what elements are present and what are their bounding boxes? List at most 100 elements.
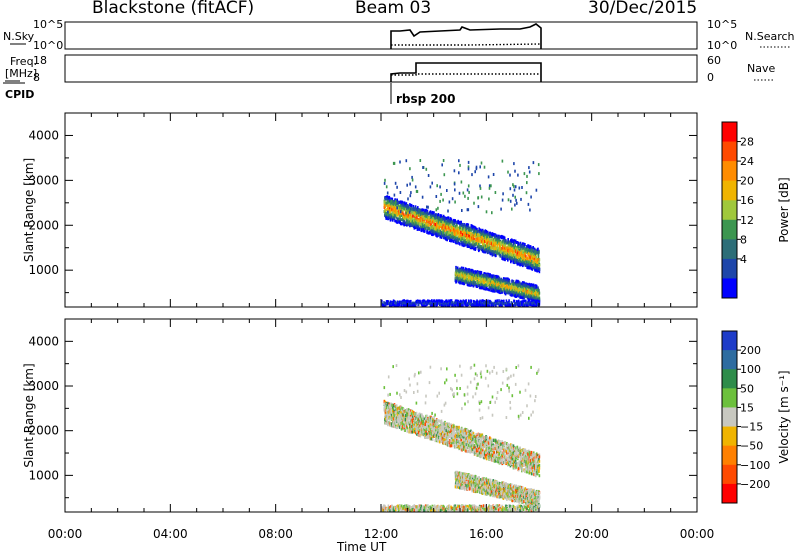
echo-cell xyxy=(505,241,507,245)
echo-cell xyxy=(409,194,412,198)
echo-cell xyxy=(492,280,494,284)
freq-tick-top: 18 xyxy=(33,54,47,67)
echo-cell xyxy=(476,278,478,282)
echo-cell xyxy=(399,220,401,224)
echo-cell xyxy=(461,273,463,277)
echo-cell xyxy=(512,244,514,248)
nave-label: Nave xyxy=(747,62,775,75)
echo-cell xyxy=(430,302,433,306)
echo-cell xyxy=(411,420,414,424)
echo-cell xyxy=(394,419,397,423)
echo-cell xyxy=(423,220,426,223)
echo-cell xyxy=(471,269,473,273)
echo-cell xyxy=(537,300,540,303)
echo-cell xyxy=(405,211,407,215)
echo-cell xyxy=(503,254,505,258)
echo-cell xyxy=(395,206,397,210)
echo-cell xyxy=(530,249,532,253)
echo-cell xyxy=(488,186,491,190)
date-title: 30/Dec/2015 xyxy=(588,0,698,18)
echo-cell xyxy=(456,226,459,230)
echo-cell xyxy=(439,235,442,239)
echo-cell xyxy=(406,215,409,219)
echo-cell xyxy=(466,188,469,192)
echo-cell xyxy=(450,219,453,222)
echo-cell xyxy=(409,216,411,220)
echo-cell xyxy=(413,208,415,212)
echo-cell xyxy=(412,415,414,419)
echo-cell xyxy=(395,199,397,203)
echo-cell xyxy=(390,408,392,411)
echo-cell xyxy=(494,191,497,194)
echo-cell xyxy=(406,409,409,413)
echo-cell xyxy=(418,227,421,231)
echo-cell xyxy=(510,249,513,253)
echo-cell xyxy=(446,231,448,235)
echo-cell xyxy=(418,213,420,217)
echo-cell xyxy=(431,211,434,214)
echo-cell xyxy=(391,408,393,412)
echo-cell xyxy=(421,223,424,227)
echo-cell xyxy=(429,185,432,189)
echo-cell xyxy=(506,288,509,292)
echo-cell xyxy=(529,285,531,289)
echo-cell xyxy=(464,273,466,277)
echo-cell xyxy=(453,221,455,225)
echo-cell xyxy=(449,299,452,303)
echo-cell xyxy=(537,295,540,299)
echo-cell xyxy=(426,217,428,221)
echo-cell xyxy=(480,282,482,286)
echo-cell xyxy=(402,299,405,303)
echo-cell xyxy=(460,222,462,225)
echo-cell xyxy=(437,224,439,228)
echo-cell xyxy=(387,204,390,208)
echo-cell xyxy=(451,226,453,230)
echo-cell xyxy=(493,275,495,279)
echo-cell xyxy=(533,264,535,268)
echo-cell xyxy=(397,300,400,304)
freq-strip: Freq. [MHz] 18 8 60 0 Nave xyxy=(5,54,775,84)
echo-cell xyxy=(521,258,523,262)
echo-cell xyxy=(506,286,508,290)
echo-cell xyxy=(520,197,522,201)
nsky-strip: N.Sky 10^5 10^0 10^5 10^0 N.Search xyxy=(3,18,795,52)
echo-cell xyxy=(512,183,514,187)
echo-cell xyxy=(514,241,516,245)
echo-cell xyxy=(522,289,524,293)
echo-cell xyxy=(432,217,434,220)
echo-cell xyxy=(410,409,413,413)
echo-cell xyxy=(461,301,464,305)
echo-cell xyxy=(408,218,410,222)
echo-cell xyxy=(499,289,502,293)
echo-cell xyxy=(407,408,410,412)
echo-cell xyxy=(535,302,537,306)
echo-cell xyxy=(402,426,405,429)
echo-cell xyxy=(386,195,389,199)
echo-cell xyxy=(441,299,443,303)
echo-cell xyxy=(413,419,416,423)
echo-cell xyxy=(399,410,402,414)
echo-cell xyxy=(385,409,388,413)
echo-cell xyxy=(504,282,507,285)
echo-cell xyxy=(531,264,533,268)
echo-cell xyxy=(425,210,427,214)
echo-cell xyxy=(471,243,473,247)
echo-cell xyxy=(463,244,465,248)
echo-cell xyxy=(467,165,470,169)
echo-cell xyxy=(397,202,399,206)
echo-cell xyxy=(429,210,432,214)
echo-cell xyxy=(503,286,506,290)
echo-cell xyxy=(470,281,473,285)
freq-tick-bottom: 8 xyxy=(33,71,40,84)
echo-cell xyxy=(533,292,535,296)
echo-cell xyxy=(462,228,464,232)
echo-cell xyxy=(461,243,464,247)
echo-cell xyxy=(489,231,491,235)
echo-cell xyxy=(390,215,393,219)
echo-cell xyxy=(471,275,473,279)
echo-cell xyxy=(396,198,398,202)
echo-cell xyxy=(500,287,502,290)
echo-cell xyxy=(473,247,475,251)
echo-cell xyxy=(494,279,497,283)
echo-cell xyxy=(393,409,395,413)
